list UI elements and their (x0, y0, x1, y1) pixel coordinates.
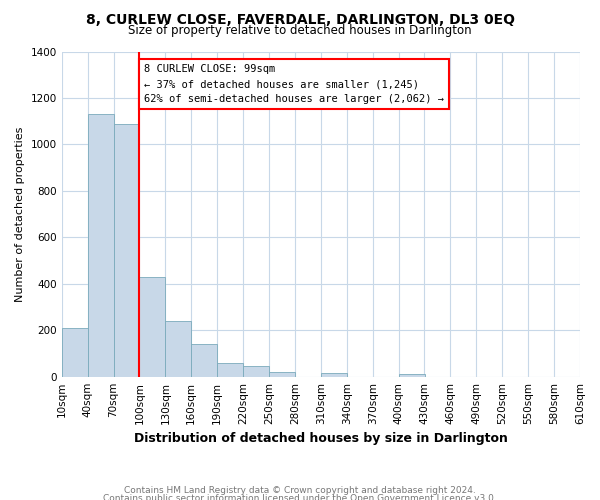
Text: Contains HM Land Registry data © Crown copyright and database right 2024.: Contains HM Land Registry data © Crown c… (124, 486, 476, 495)
Bar (398, 374, 425, 377)
X-axis label: Distribution of detached houses by size in Darlington: Distribution of detached houses by size … (134, 432, 508, 445)
Y-axis label: Number of detached properties: Number of detached properties (15, 126, 25, 302)
Bar (243, 366, 269, 377)
Bar (321, 374, 347, 377)
Text: Size of property relative to detached houses in Darlington: Size of property relative to detached ho… (128, 24, 472, 37)
Bar (88, 114, 113, 377)
Bar (166, 321, 191, 377)
Text: 8 CURLEW CLOSE: 99sqm
← 37% of detached houses are smaller (1,245)
62% of semi-d: 8 CURLEW CLOSE: 99sqm ← 37% of detached … (144, 64, 444, 104)
Bar (191, 344, 217, 377)
Bar (139, 277, 166, 377)
Bar (269, 372, 295, 377)
Bar (217, 363, 243, 377)
Bar (113, 124, 139, 377)
Text: Contains public sector information licensed under the Open Government Licence v3: Contains public sector information licen… (103, 494, 497, 500)
Text: 8, CURLEW CLOSE, FAVERDALE, DARLINGTON, DL3 0EQ: 8, CURLEW CLOSE, FAVERDALE, DARLINGTON, … (86, 12, 515, 26)
Bar (62, 328, 88, 377)
